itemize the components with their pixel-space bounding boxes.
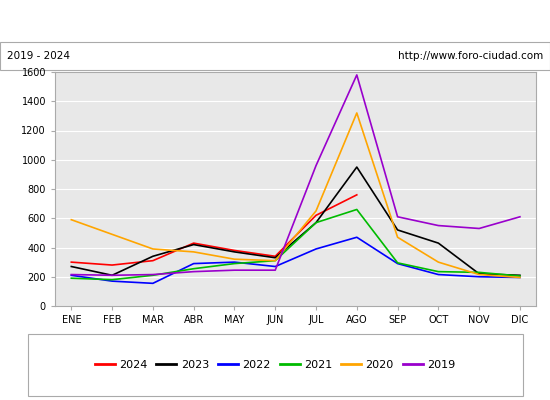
- 2019: [354, 72, 360, 77]
- 2022: [435, 272, 442, 277]
- 2021: [150, 273, 156, 278]
- 2019: [313, 163, 320, 168]
- 2019: [394, 214, 401, 219]
- 2020: [272, 258, 278, 263]
- Line: 2020: 2020: [72, 113, 520, 278]
- 2021: [272, 258, 278, 263]
- 2019: [150, 272, 156, 277]
- 2022: [516, 275, 523, 280]
- 2022: [272, 264, 278, 269]
- Line: 2021: 2021: [72, 210, 520, 280]
- 2020: [516, 275, 523, 280]
- 2022: [150, 281, 156, 286]
- 2019: [190, 269, 197, 274]
- 2024: [150, 258, 156, 263]
- 2020: [68, 217, 75, 222]
- 2023: [476, 272, 482, 276]
- 2023: [68, 264, 75, 269]
- 2021: [394, 260, 401, 265]
- 2022: [109, 279, 116, 284]
- Line: 2023: 2023: [72, 167, 520, 275]
- 2021: [476, 270, 482, 275]
- 2021: [516, 274, 523, 278]
- 2021: [231, 261, 238, 266]
- 2020: [231, 257, 238, 262]
- Text: Evolucion Nº Turistas Nacionales en el municipio de Valderrey: Evolucion Nº Turistas Nacionales en el m…: [69, 14, 481, 28]
- Text: 2019 - 2024: 2019 - 2024: [7, 51, 70, 61]
- 2024: [313, 213, 320, 218]
- 2024: [68, 260, 75, 264]
- 2022: [394, 261, 401, 266]
- 2020: [190, 250, 197, 254]
- 2023: [435, 241, 442, 246]
- 2021: [68, 276, 75, 281]
- 2024: [272, 254, 278, 259]
- 2024: [190, 241, 197, 246]
- 2020: [109, 232, 116, 237]
- 2022: [231, 260, 238, 264]
- 2022: [476, 274, 482, 279]
- 2023: [313, 220, 320, 225]
- 2023: [150, 254, 156, 259]
- 2020: [476, 272, 482, 277]
- 2020: [435, 260, 442, 264]
- 2023: [109, 273, 116, 278]
- 2019: [272, 268, 278, 272]
- Line: 2024: 2024: [72, 195, 357, 265]
- 2021: [313, 220, 320, 225]
- 2020: [313, 208, 320, 213]
- 2022: [354, 235, 360, 240]
- Line: 2022: 2022: [72, 237, 520, 283]
- 2019: [435, 223, 442, 228]
- 2021: [109, 277, 116, 282]
- 2024: [109, 263, 116, 268]
- Text: http://www.foro-ciudad.com: http://www.foro-ciudad.com: [398, 51, 543, 61]
- 2021: [435, 269, 442, 274]
- 2024: [354, 192, 360, 197]
- 2021: [190, 266, 197, 271]
- 2022: [190, 261, 197, 266]
- 2021: [354, 207, 360, 212]
- 2023: [516, 273, 523, 278]
- Legend: 2024, 2023, 2022, 2021, 2020, 2019: 2024, 2023, 2022, 2021, 2020, 2019: [90, 356, 460, 374]
- 2023: [272, 255, 278, 260]
- 2019: [109, 273, 116, 278]
- 2023: [231, 250, 238, 254]
- 2019: [231, 268, 238, 272]
- 2019: [68, 272, 75, 277]
- 2023: [190, 242, 197, 247]
- 2020: [150, 246, 156, 251]
- 2019: [476, 226, 482, 231]
- 2022: [68, 273, 75, 278]
- 2019: [516, 214, 523, 219]
- 2022: [313, 246, 320, 251]
- 2020: [354, 110, 360, 115]
- 2024: [231, 248, 238, 253]
- 2023: [394, 228, 401, 232]
- Line: 2019: 2019: [72, 75, 520, 275]
- 2023: [354, 165, 360, 170]
- 2020: [394, 235, 401, 240]
